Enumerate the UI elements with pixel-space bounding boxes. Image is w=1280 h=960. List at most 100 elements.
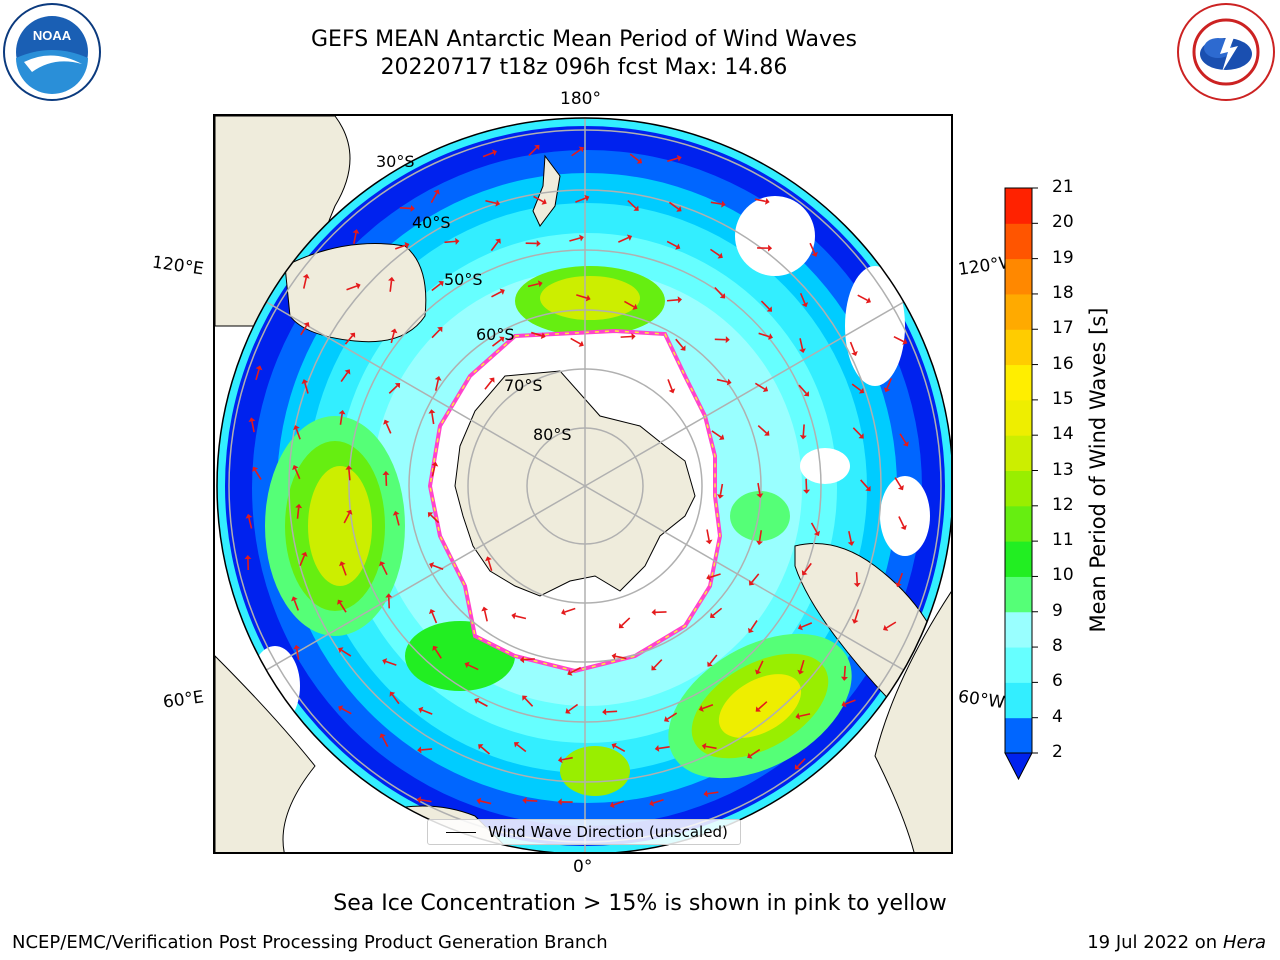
chart-subtitle: 20220717 t18z 096h fcst Max: 14.86 (380, 55, 788, 80)
wave-direction-arrow (883, 378, 892, 393)
wave-direction-arrow (382, 470, 390, 486)
wave-direction-arrow (797, 659, 805, 675)
wave-direction-arrow (883, 621, 897, 631)
wave-direction-arrow (474, 697, 488, 707)
wave-direction-arrow (514, 741, 527, 753)
wave-direction-arrow (714, 336, 730, 344)
footer-date: 19 Jul 2022 on Hera (1087, 932, 1266, 953)
wave-direction-arrow (522, 695, 534, 707)
wave-direction-arrow (511, 612, 527, 620)
wave-direction-arrow (714, 286, 726, 299)
wave-direction-arrow (707, 654, 718, 667)
wave-direction-arrow (430, 189, 440, 203)
wave-direction-arrow (476, 797, 492, 805)
wave-direction-arrow (710, 607, 723, 618)
wave-direction-arrow (709, 248, 723, 259)
wave-direction-arrow (618, 617, 631, 629)
colorbar-tick-label: 16 (1052, 353, 1074, 374)
wave-direction-arrow (434, 376, 442, 391)
wave-direction-arrow (245, 513, 253, 529)
legend-line-swatch (446, 831, 476, 833)
wave-direction-arrow (338, 647, 352, 657)
wave-direction-arrow (519, 656, 535, 664)
wave-direction-arrow (394, 241, 410, 250)
footer-credit: NCEP/EMC/Verification Post Processing Pr… (12, 932, 608, 953)
wave-direction-arrow (754, 197, 770, 205)
colorbar-cell (1005, 611, 1032, 648)
wave-direction-arrow (291, 596, 300, 611)
wave-direction-arrow (703, 790, 719, 798)
wave-direction-arrow (716, 378, 732, 386)
wave-direction-arrow (388, 276, 395, 292)
wave-direction-arrow (760, 300, 773, 312)
wave-direction-arrow (299, 551, 308, 567)
wave-direction-arrow (799, 292, 809, 308)
wave-direction-arrow (667, 379, 676, 394)
colorbar-tick-label: 20 (1052, 212, 1074, 233)
wave-direction-arrow (482, 149, 497, 158)
wave-direction-arrow (698, 704, 714, 712)
wave-direction-arrow (857, 294, 871, 304)
wave-direction-arrow (860, 479, 871, 492)
wave-direction-arrow (575, 194, 590, 203)
wave-direction-arrow (302, 273, 310, 289)
lat-label-40s: 40°S (412, 213, 451, 232)
wave-direction-arrow (620, 332, 636, 340)
wave-direction-arrow (666, 240, 681, 250)
wave-direction-arrow (464, 661, 479, 671)
wave-direction-arrow (609, 800, 625, 809)
colorbar-cell (1005, 188, 1032, 224)
wave-direction-arrow (571, 146, 584, 157)
wave-direction-arrow (754, 382, 769, 393)
wave-direction-arrow (390, 328, 398, 344)
wave-direction-arrow (352, 229, 360, 244)
wave-direction-arrow (710, 200, 726, 208)
wave-direction-arrow (389, 691, 400, 705)
wave-direction-arrow (618, 234, 633, 243)
new-zealand (532, 154, 561, 227)
colorbar-label: Mean Period of Wind Waves [s] (1086, 307, 1110, 633)
wave-direction-arrow (429, 562, 444, 570)
wave-direction-arrow (711, 430, 725, 441)
wave-direction-arrow (668, 201, 682, 212)
colorbar-cell (1005, 399, 1032, 436)
lat-label-50s: 50°S (444, 270, 483, 289)
wave-direction-arrow (627, 200, 639, 211)
wave-direction-arrow (417, 746, 433, 754)
wave-direction-arrow (899, 433, 909, 447)
wave-direction-arrow (654, 744, 670, 752)
wave-direction-arrow (756, 482, 764, 498)
wave-direction-arrow (756, 530, 764, 546)
footer-date-text: 19 Jul 2022 on (1087, 932, 1218, 953)
wave-direction-arrow (481, 606, 489, 622)
colorbar-cell (1005, 293, 1032, 330)
wave-direction-arrow (898, 516, 907, 530)
noaa-logo: NOAA (2, 2, 102, 102)
colorbar-cell (1005, 717, 1032, 754)
wave-direction-arrow (675, 338, 686, 351)
colorbar-tick-label: 18 (1052, 282, 1074, 303)
wave-direction-arrow (338, 409, 346, 425)
meridian-line (217, 485, 586, 747)
wave-direction-arrow (755, 701, 768, 712)
wave-direction-arrow (491, 336, 505, 347)
colorbar-tick-label: 14 (1052, 424, 1074, 445)
colorbar-tick-label: 13 (1052, 459, 1074, 480)
wave-direction-arrow (255, 365, 263, 381)
wave-direction-arrow (649, 798, 664, 807)
wave-direction-arrow (749, 573, 760, 586)
wave-direction-arrow (748, 620, 758, 633)
wave-direction-arrow (427, 512, 440, 524)
lon-label-180: 180° (560, 89, 601, 109)
wave-direction-arrow (576, 294, 591, 302)
wave-direction-arrow (418, 706, 433, 715)
wave-direction-arrow (379, 561, 388, 576)
wave-direction-arrow (485, 199, 501, 207)
colorbar-tick-label: 10 (1052, 565, 1074, 586)
colorbar-cell (1005, 258, 1032, 295)
colorbar-cell (1005, 435, 1032, 471)
colorbar-cell (1005, 541, 1032, 577)
colorbar-tick-label: 19 (1052, 247, 1074, 268)
wave-direction-arrow (491, 288, 505, 298)
wave-direction-arrow (444, 237, 460, 245)
